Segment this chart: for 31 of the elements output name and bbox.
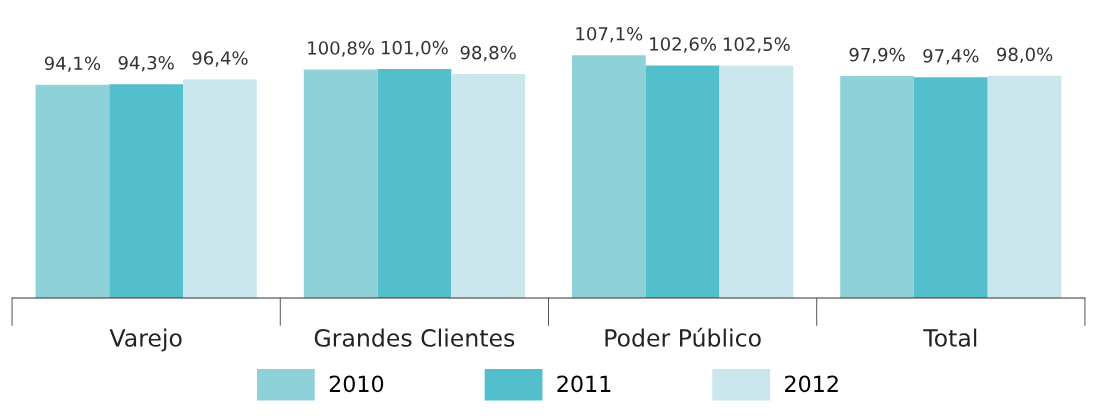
x-tick-label: Total [923,328,977,347]
data-label: 98,8% [460,45,516,62]
data-label: 97,9% [849,47,905,64]
data-label: 102,5% [723,37,790,53]
bar [840,76,914,299]
bar [645,65,720,299]
legend-label: 2012 [785,375,838,393]
bar [987,75,1062,299]
bar [35,84,110,299]
data-label: 94,1% [44,56,101,72]
bar [913,77,988,299]
data-label: 94,3% [118,55,174,72]
bar [451,74,526,299]
data-label: 107,1% [576,26,643,43]
data-label: 101,0% [381,40,448,57]
bar [303,69,378,299]
bar [571,55,646,299]
bar [719,65,794,299]
x-tick-label: Grandes Clientes [314,328,515,347]
x-tick-label: Poder Público [605,327,761,347]
legend-label: 2011 [557,375,611,393]
data-label: 100,8% [308,41,375,57]
data-label: 102,6% [650,37,717,53]
bar [377,69,452,299]
x-tick-label: Varejo [109,328,182,352]
legend-label: 2010 [329,375,384,393]
bar [183,79,257,299]
bar [109,84,184,299]
data-label: 96,4% [192,51,248,67]
data-label: 97,4% [923,48,979,65]
data-label: 98,0% [997,47,1053,64]
